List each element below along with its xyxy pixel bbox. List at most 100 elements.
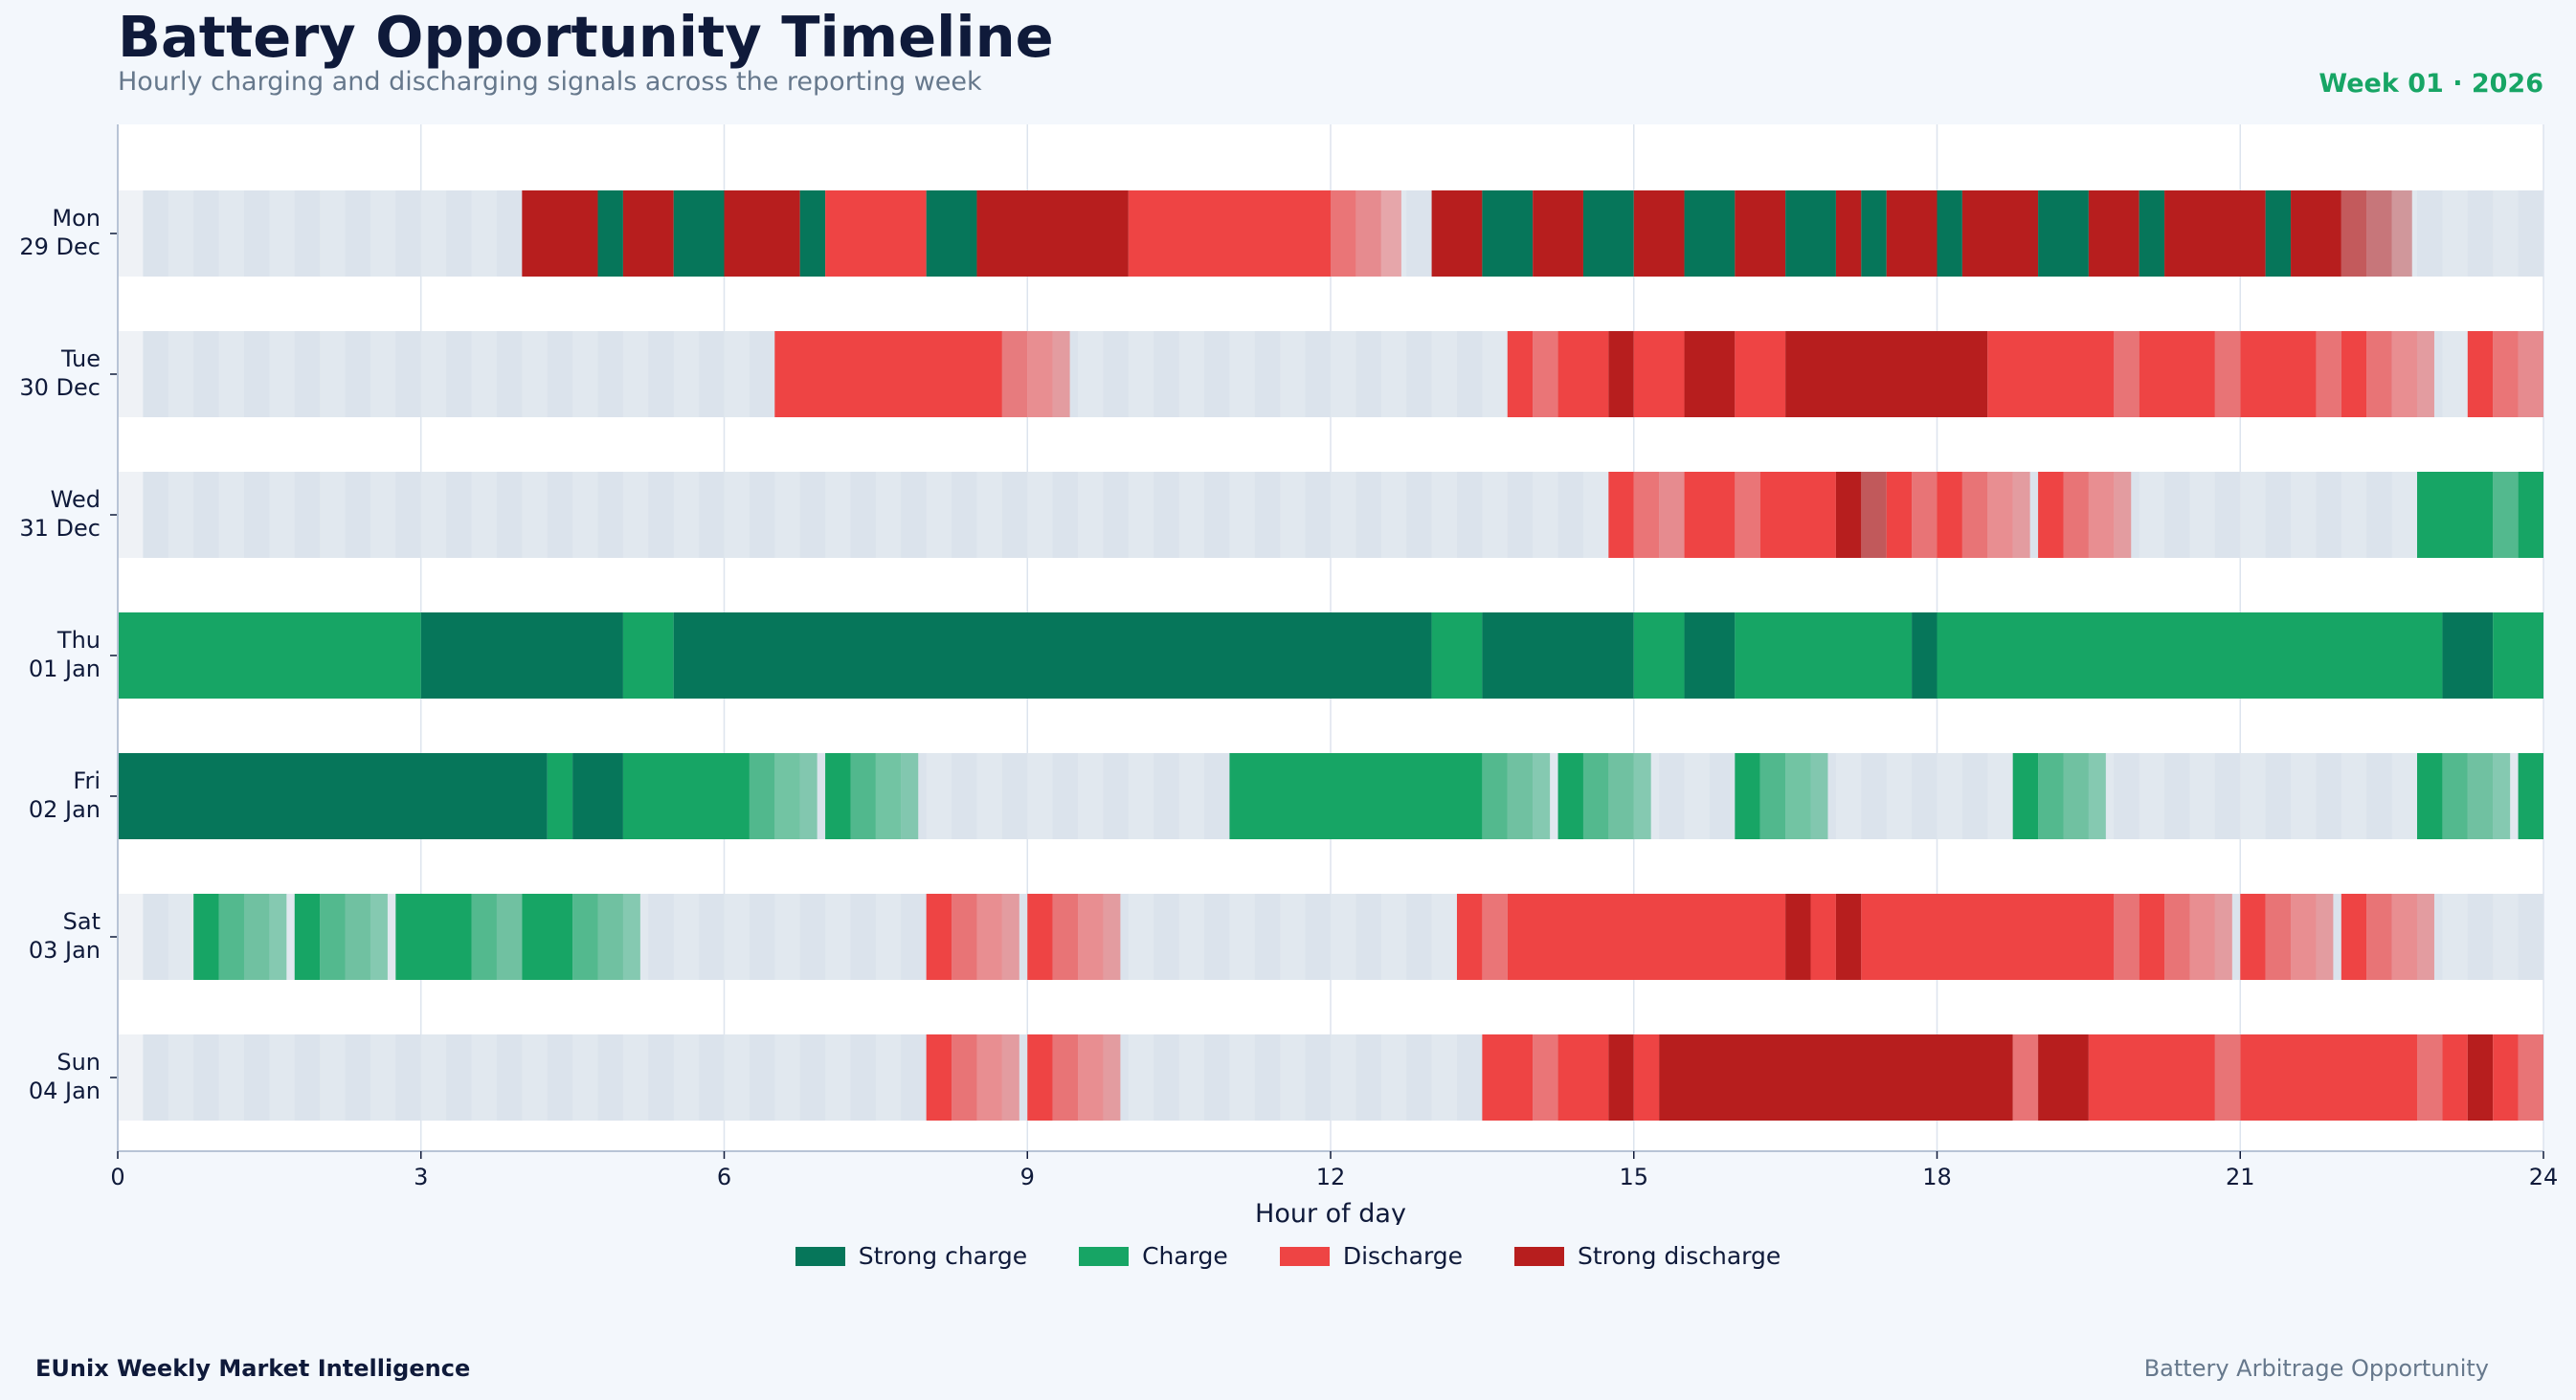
segment-strong-discharge: [1608, 1034, 1634, 1121]
row-neutral-stripe: [2240, 472, 2266, 558]
row-neutral-stripe: [1229, 472, 1255, 558]
segment-strong-charge: [926, 190, 977, 277]
row-neutral-stripe: [370, 472, 396, 558]
row-neutral-stripe: [420, 1034, 447, 1121]
segment-discharge: [1103, 894, 1121, 980]
row-neutral-stripe: [2341, 472, 2367, 558]
row-neutral-stripe: [622, 331, 649, 417]
row-label-date: 02 Jan: [29, 796, 101, 823]
row-neutral-stripe: [420, 190, 447, 277]
segment-strong-charge: [572, 753, 623, 839]
segment-strong-charge: [420, 612, 623, 699]
segment-discharge: [1482, 894, 1508, 980]
row-label-day: Sun: [56, 1049, 101, 1076]
row-label-date: 31 Dec: [19, 515, 101, 542]
row-neutral-stripe: [420, 331, 447, 417]
chart-area: Mon 29 Dec Tue 30 Dec Wed 31 Dec Thu 01 Jan Fri 0…: [19, 124, 2558, 1229]
segment-strong-charge: [673, 612, 1432, 699]
segment-charge: [243, 894, 270, 980]
segment-discharge: [2214, 331, 2241, 417]
segment-strong-discharge: [1785, 894, 1811, 980]
segment-strong-discharge: [1431, 190, 1483, 277]
row-neutral-stripe: [522, 1034, 548, 1121]
row-neutral-stripe: [1380, 894, 1407, 980]
row-neutral-stripe: [1229, 331, 1255, 417]
row-neutral-stripe: [218, 331, 244, 417]
legend: Strong charge Charge Discharge Strong di…: [0, 1242, 2576, 1270]
segment-charge: [2417, 472, 2494, 558]
row-neutral-stripe: [168, 894, 194, 980]
legend-label-strong-charge: Strong charge: [858, 1242, 1028, 1270]
segment-discharge: [2518, 1034, 2543, 1121]
row-neutral-stripe: [976, 472, 1002, 558]
segment-charge: [875, 753, 902, 839]
segment-discharge: [1735, 472, 1760, 558]
row-neutral-stripe: [2291, 472, 2317, 558]
segment-discharge: [1456, 894, 1483, 980]
row-neutral-stripe: [825, 894, 851, 980]
row-neutral-stripe: [471, 190, 497, 277]
row-label-date: 04 Jan: [29, 1078, 101, 1104]
row-neutral-stripe: [2493, 894, 2519, 980]
segment-discharge: [976, 894, 1002, 980]
segment-discharge: [1987, 331, 2115, 417]
row-neutral-stripe: [1280, 331, 1306, 417]
row-neutral-stripe: [269, 894, 295, 980]
segment-strong-charge: [1785, 190, 1836, 277]
legend-item-charge: Charge: [1079, 1242, 1228, 1270]
segment-charge: [2518, 472, 2543, 558]
row-neutral-stripe: [522, 472, 548, 558]
segment-discharge: [2114, 472, 2132, 558]
row-neutral-stripe: [673, 472, 700, 558]
legend-label-charge: Charge: [1142, 1242, 1228, 1270]
row-neutral-stripe: [2442, 331, 2468, 417]
segment-strong-discharge: [1608, 331, 1634, 417]
segment-discharge: [952, 1034, 977, 1121]
segment-discharge: [2417, 894, 2434, 980]
row-neutral-stripe: [118, 472, 144, 558]
row-neutral-stripe: [1027, 472, 1053, 558]
row-neutral-stripe: [1078, 331, 1104, 417]
segment-strong-charge: [673, 190, 725, 277]
row-neutral-stripe: [1633, 753, 1660, 839]
row-neutral-stripe: [2391, 753, 2418, 839]
segment-strong-discharge: [1785, 331, 1988, 417]
row-neutral-stripe: [724, 894, 750, 980]
segment-strong-discharge: [1633, 190, 1685, 277]
row-neutral-stripe: [1533, 753, 1558, 839]
row-neutral-stripe: [218, 190, 244, 277]
segment-discharge: [2189, 894, 2215, 980]
row-neutral-stripe: [1178, 894, 1205, 980]
segment-discharge: [2114, 331, 2139, 417]
x-tick-label: 6: [717, 1164, 731, 1190]
row-neutral-stripe: [2391, 190, 2418, 277]
segment-charge: [1229, 753, 1483, 839]
row-neutral-stripe: [1178, 753, 1205, 839]
segment-discharge: [2114, 894, 2139, 980]
row-neutral-stripe: [320, 190, 346, 277]
row-label-day: Mon: [52, 205, 101, 232]
segment-strong-discharge: [1835, 472, 1862, 558]
segment-discharge: [1557, 331, 1609, 417]
segment-charge: [496, 894, 523, 980]
segment-discharge: [2493, 331, 2519, 417]
segment-discharge: [2366, 894, 2392, 980]
row-neutral-stripe: [926, 472, 952, 558]
row-neutral-band: [118, 472, 2543, 558]
segment-charge: [2467, 753, 2494, 839]
segment-strong-charge: [1482, 612, 1634, 699]
row-neutral-stripe: [673, 894, 700, 980]
segment-discharge: [1355, 190, 1381, 277]
chart-title: Battery Opportunity Timeline: [118, 4, 1054, 70]
row-label-day: Wed: [51, 486, 101, 513]
legend-swatch-charge: [1079, 1246, 1130, 1266]
segment-discharge: [774, 331, 1002, 417]
segment-charge: [522, 894, 573, 980]
segment-charge: [1633, 612, 1685, 699]
row-neutral-stripe: [2341, 753, 2367, 839]
segment-discharge: [1507, 894, 1786, 980]
row-neutral-stripe: [370, 190, 396, 277]
segment-discharge: [1128, 190, 1331, 277]
row-neutral-stripe: [875, 894, 902, 980]
